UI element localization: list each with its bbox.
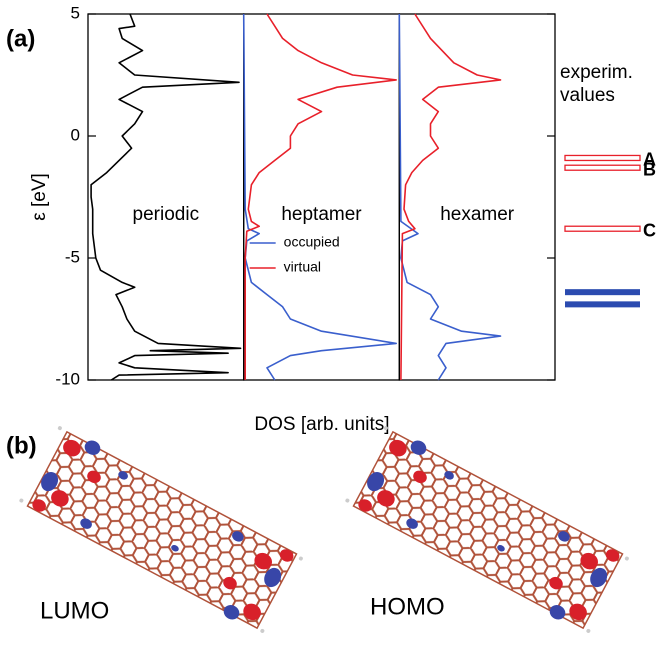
panel-frame	[88, 14, 244, 380]
level-label: C	[643, 220, 656, 240]
panel-tag: (b)	[6, 432, 37, 459]
panel-tag: (a)	[6, 25, 35, 52]
experimental-level	[565, 155, 640, 160]
experimental-level	[565, 226, 640, 231]
dos-curve	[399, 14, 500, 380]
y-tick-label: 0	[71, 125, 80, 144]
experimental-level	[565, 165, 640, 170]
experimental-label: experim.	[560, 62, 633, 83]
legend-label: occupied	[284, 234, 340, 250]
legend-label: virtual	[284, 259, 321, 275]
orbital-label: LUMO	[40, 597, 109, 624]
y-tick-label: 5	[71, 3, 80, 22]
x-axis-label: DOS [arb. units]	[254, 414, 389, 435]
dos-curve	[245, 14, 396, 380]
dos-curve	[244, 14, 397, 380]
level-label: B	[643, 159, 656, 179]
dos-curve	[91, 14, 241, 380]
panel-frame	[244, 14, 400, 380]
panel-label: heptamer	[281, 204, 362, 225]
panel-label: hexamer	[440, 204, 515, 225]
dos-curve	[401, 14, 501, 380]
experimental-level	[565, 289, 640, 295]
figure: (a) (b) ε [eV] DOS [arb. units] LUMO HOM…	[0, 0, 660, 640]
y-axis-label: ε [eV]	[29, 173, 50, 221]
y-tick-label: -10	[55, 369, 80, 388]
orbital-label: HOMO	[370, 593, 445, 620]
panel-frame	[399, 14, 555, 380]
panel-label: periodic	[133, 204, 200, 225]
y-tick-label: -5	[65, 247, 80, 266]
experimental-level	[565, 301, 640, 307]
experimental-label: values	[560, 85, 615, 106]
